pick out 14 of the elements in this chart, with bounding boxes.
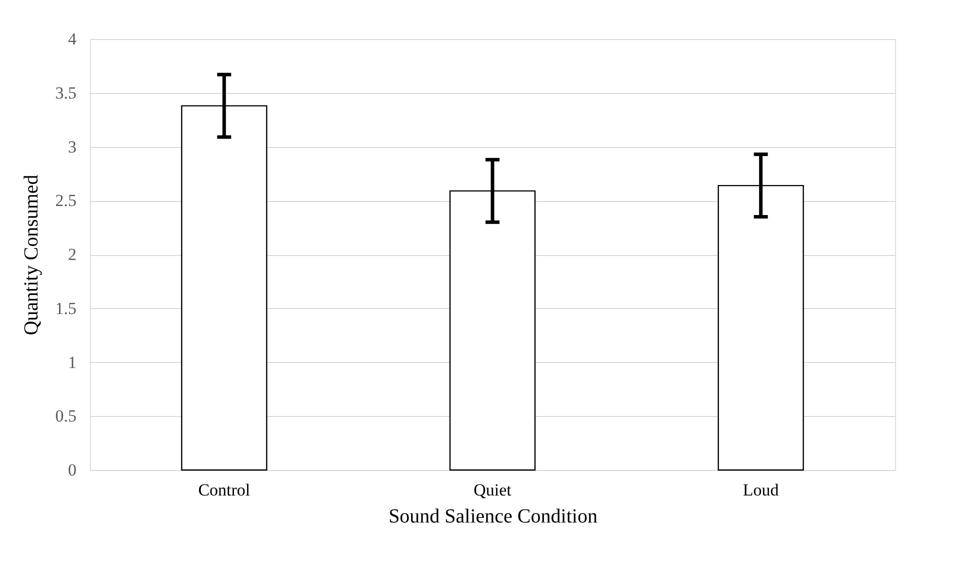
x-tick-label: Loud: [742, 480, 780, 500]
x-tick-label: Control: [198, 480, 250, 500]
y-tick-label: 4: [68, 30, 77, 48]
y-tick-label: 2: [68, 245, 76, 264]
y-tick-label: 3: [68, 137, 76, 156]
y-tick-label: 0.5: [55, 406, 76, 426]
x-tick-label: Quiet: [474, 480, 512, 500]
x-axis-title: Sound Salience Condition: [388, 506, 598, 528]
y-tick-label: 3.5: [55, 83, 76, 102]
y-tick-label: 2.5: [55, 191, 76, 210]
y-axis-title: Quantity Consumed: [20, 174, 42, 336]
y-tick-label: 1: [68, 352, 76, 372]
y-tick-label: 1.5: [55, 298, 76, 318]
y-tick-label: 0: [68, 460, 76, 480]
